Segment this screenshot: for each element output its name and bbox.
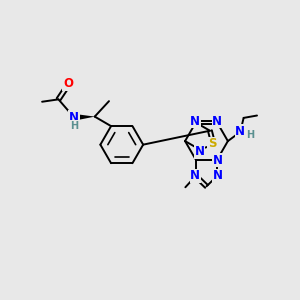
Text: H: H <box>70 121 78 130</box>
Text: N: N <box>213 169 223 182</box>
Text: H: H <box>246 130 254 140</box>
Text: O: O <box>63 77 73 90</box>
Text: N: N <box>195 145 205 158</box>
Text: S: S <box>208 137 216 150</box>
Polygon shape <box>77 114 95 120</box>
Text: N: N <box>190 115 200 128</box>
Text: N: N <box>212 115 222 128</box>
Text: N: N <box>69 111 79 124</box>
Text: N: N <box>190 169 200 182</box>
Text: N: N <box>236 125 245 138</box>
Text: N: N <box>213 154 223 167</box>
